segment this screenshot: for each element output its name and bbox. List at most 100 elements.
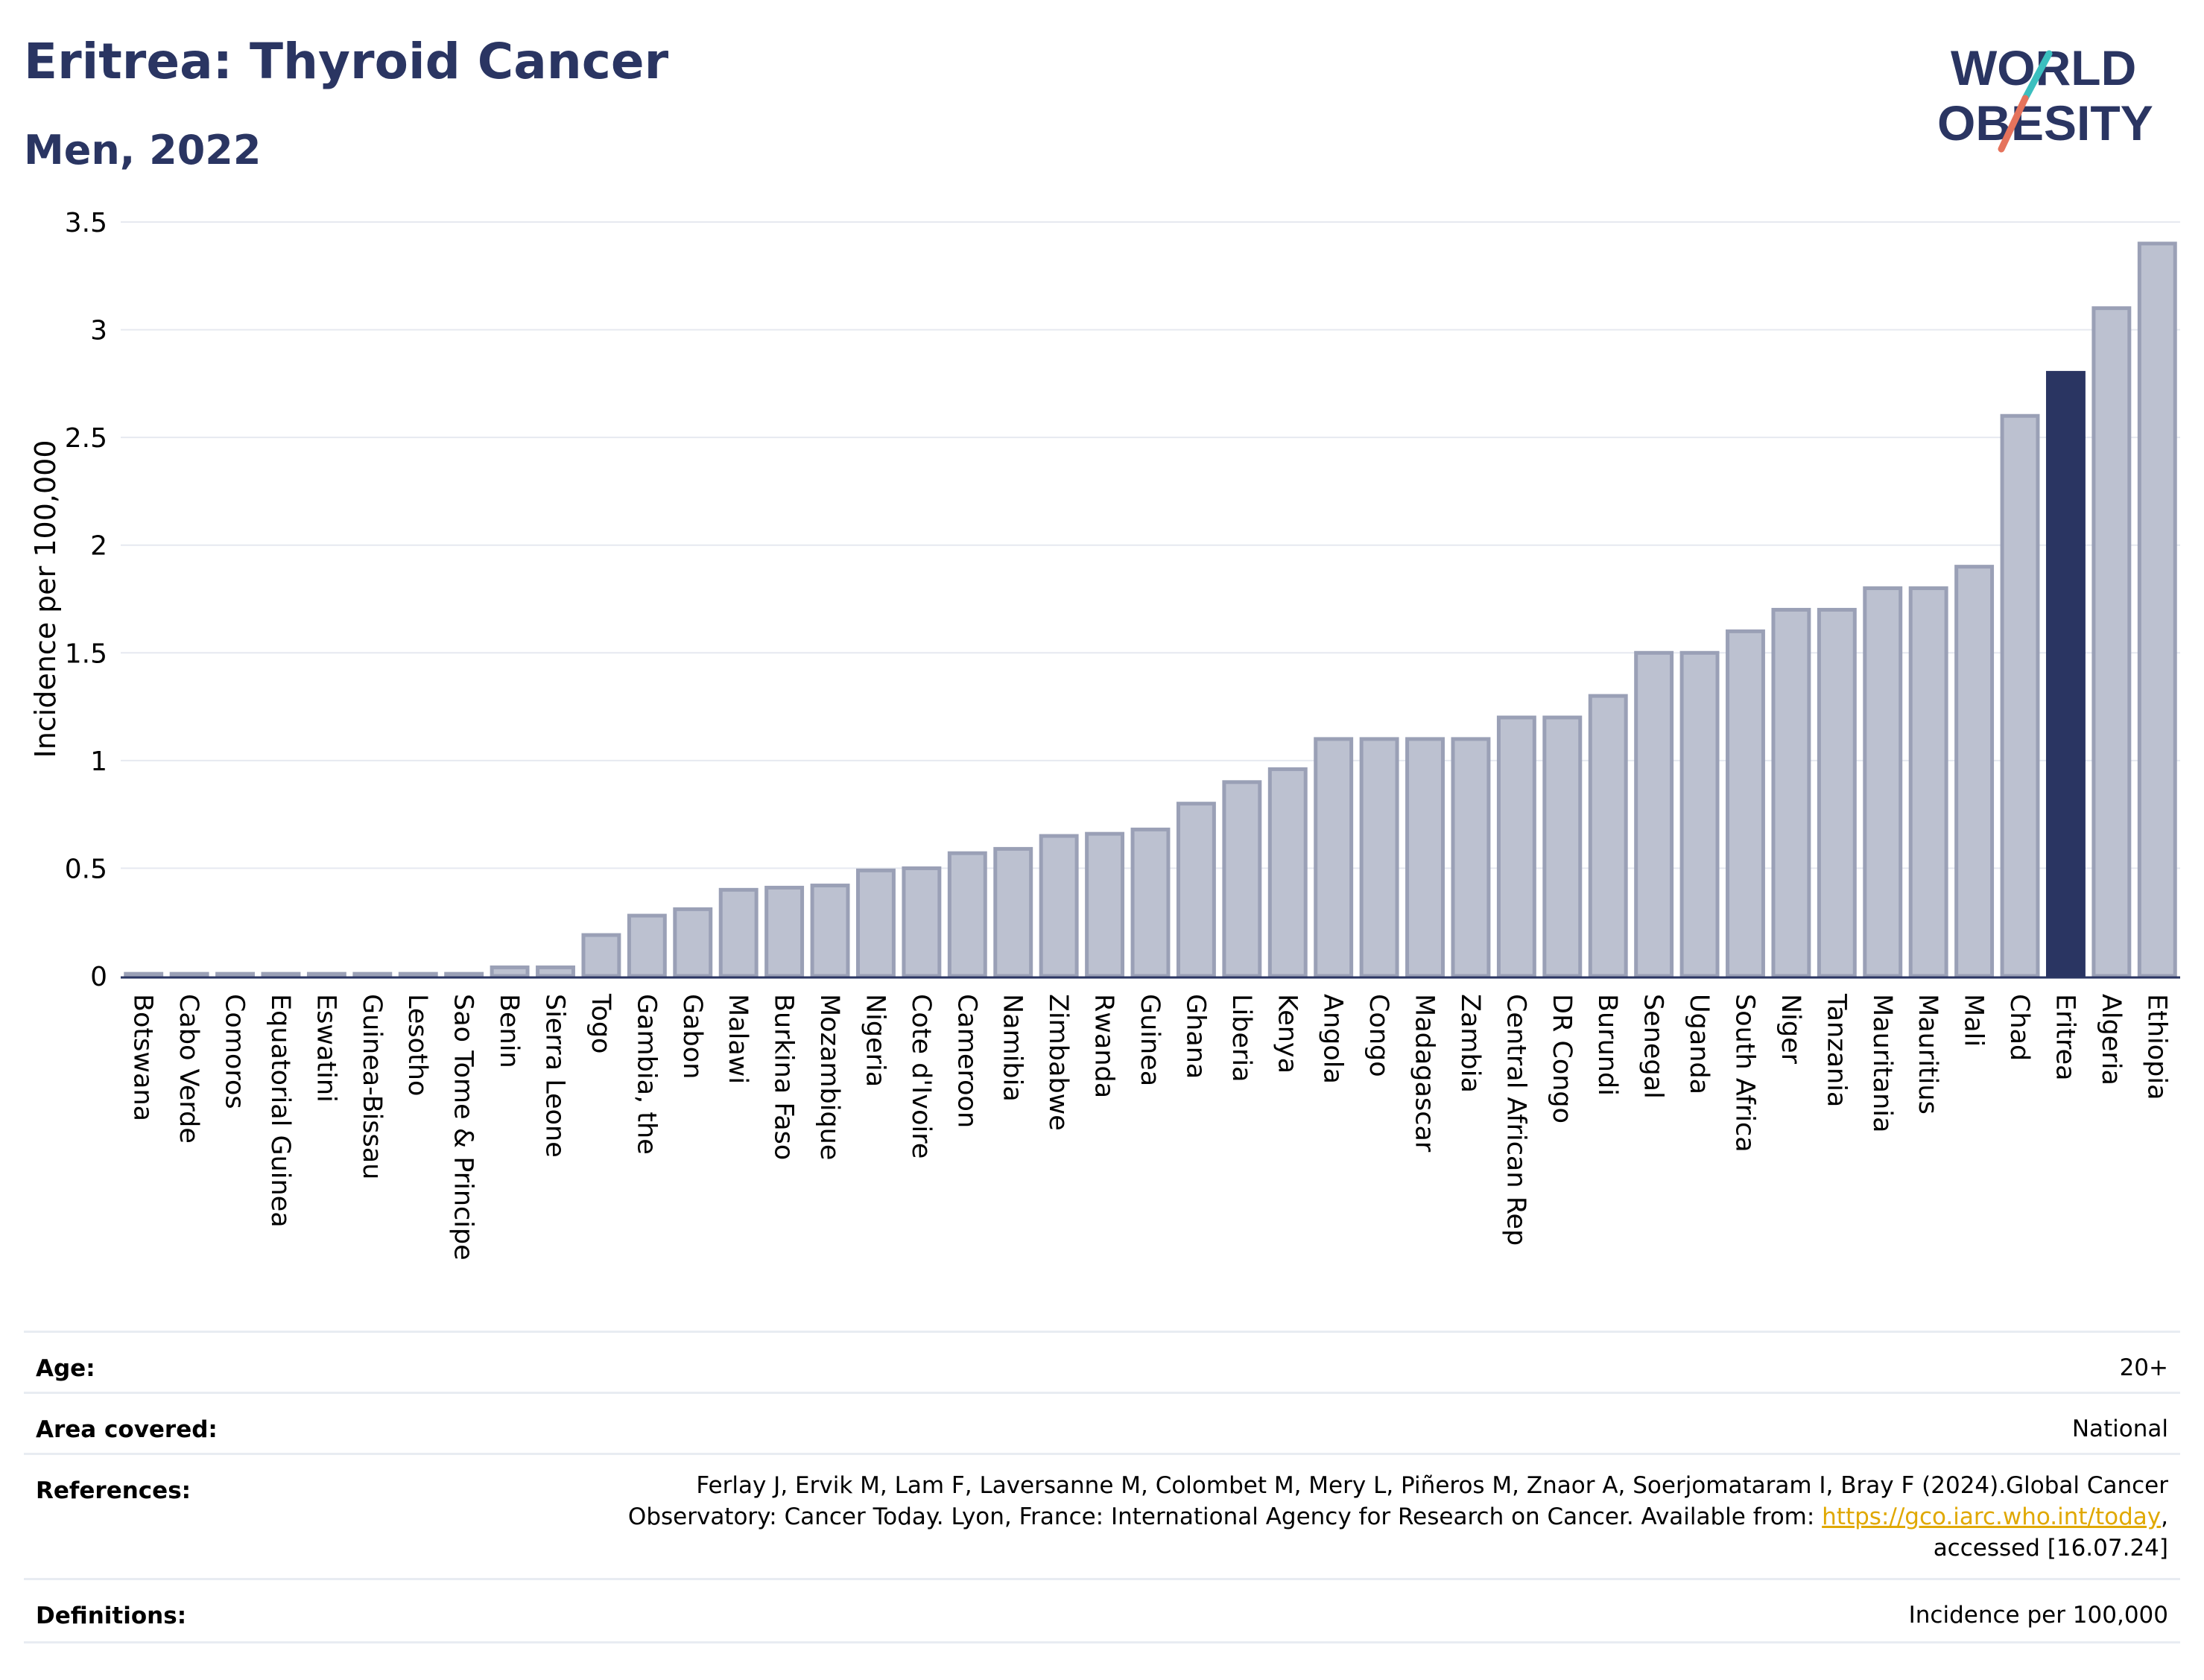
x-tick-label: Guinea-Bissau	[357, 994, 387, 1179]
bar-zimbabwe	[1039, 834, 1079, 978]
bar-kenya	[1267, 767, 1308, 978]
bar-lesotho	[398, 971, 438, 978]
definitions-label: Definitions:	[36, 1603, 187, 1629]
x-axis-labels: Botswana Cabo Verde Comoros Equatorial Guin…	[128, 993, 2172, 1261]
x-tick-label: South Africa	[1729, 994, 1759, 1153]
x-tick-label: Mauritius	[1913, 994, 1942, 1115]
bar-chad	[2000, 413, 2040, 978]
bar-uganda	[1679, 650, 1720, 978]
bar-cameroon	[947, 851, 987, 978]
y-tick-label: 3	[90, 316, 107, 346]
x-tick-label: Burundi	[1592, 994, 1622, 1096]
bar-eritrea	[2045, 370, 2086, 978]
bar-niger	[1771, 607, 1811, 978]
meta-row-age: Age: 20+	[24, 1331, 2180, 1394]
meta-row-area: Area covered: National	[24, 1392, 2180, 1455]
x-tick-label: Gambia, the	[631, 994, 661, 1155]
references-line2-text: Observatory: Cancer Today. Lyon, France:…	[627, 1503, 1823, 1530]
y-tick-label: 0.5	[65, 854, 107, 884]
bar-nigeria	[856, 868, 896, 978]
x-tick-label: DR Congo	[1547, 994, 1577, 1123]
x-tick-label: Nigeria	[860, 994, 890, 1087]
x-tick-label: Gabon	[677, 994, 707, 1079]
world-obesity-logo: WORLD OBESITY	[1937, 40, 2153, 153]
bar-sierra-leone	[536, 965, 575, 978]
logo-line2: OBESITY	[1937, 95, 2153, 150]
bar-burkina-faso	[764, 885, 805, 978]
bars	[124, 241, 2177, 978]
references-link[interactable]: https://gco.iarc.who.int/today	[1822, 1503, 2162, 1530]
references-line3: accessed [16.07.24]	[1933, 1535, 2168, 1562]
logo-slash-teal	[2021, 50, 2053, 102]
x-tick-label: Rwanda	[1089, 994, 1119, 1098]
x-tick-label: Ghana	[1180, 994, 1210, 1079]
y-axis-label: Incidence per 100,000	[29, 440, 62, 758]
y-tick-label: 3.5	[65, 208, 107, 238]
bar-madagascar	[1405, 737, 1445, 978]
x-tick-label: Central African Rep	[1501, 994, 1530, 1246]
x-tick-label: Chad	[2004, 994, 2034, 1061]
age-value: 20+	[2119, 1354, 2168, 1381]
page-subtitle: Men, 2022	[24, 127, 262, 174]
bar-liberia	[1222, 780, 1262, 978]
x-tick-label: Eritrea	[2050, 994, 2080, 1081]
bar-burundi	[1588, 694, 1628, 978]
bar-malawi	[718, 887, 759, 978]
bar-togo	[581, 933, 621, 978]
y-tick-label: 2	[90, 531, 107, 562]
references-line2-end: ,	[2161, 1503, 2168, 1530]
age-label: Age:	[36, 1355, 95, 1382]
bar-mali	[1954, 565, 1995, 978]
x-tick-label: Namibia	[998, 994, 1027, 1102]
bar-ghana	[1176, 802, 1216, 978]
x-tick-label: Zimbabwe	[1043, 994, 1073, 1131]
x-tick-label: Algeria	[2096, 994, 2126, 1085]
bar-ethiopia	[2137, 241, 2177, 978]
x-tick-label: Botswana	[128, 994, 158, 1121]
bar-chart: 0 0.5 1 1.5 2 2.5 3 3.5 Botswana Cabo Verde Comor…	[29, 208, 2180, 1261]
x-tick-label: Mozambique	[814, 994, 844, 1160]
references-line2: Observatory: Cancer Today. Lyon, France:…	[628, 1501, 2168, 1532]
definitions-value: Incidence per 100,000	[1908, 1602, 2168, 1629]
bar-cabo-verde	[169, 971, 209, 978]
meta-row-references: References: Ferlay J, Ervik M, Lam F, La…	[24, 1453, 2180, 1580]
bar-dr-congo	[1542, 715, 1583, 978]
bar-central-african-rep	[1496, 715, 1536, 978]
area-value: National	[2071, 1416, 2168, 1442]
x-tick-label: Lesotho	[402, 994, 432, 1096]
bar-comoros	[215, 971, 256, 978]
bar-eswatini	[306, 971, 346, 978]
references-value: Ferlay J, Ervik M, Lam F, Laversanne M, …	[628, 1470, 2168, 1564]
bar-namibia	[993, 846, 1033, 978]
bar-benin	[490, 965, 530, 978]
x-tick-label: Angola	[1318, 994, 1348, 1084]
area-label: Area covered:	[36, 1416, 218, 1443]
bar-guinea	[1130, 827, 1171, 978]
x-tick-label: Mali	[1959, 994, 1989, 1047]
bar-congo	[1359, 737, 1399, 978]
x-tick-label: Equatorial Guinea	[265, 994, 295, 1228]
bar-gambia-the	[627, 913, 667, 978]
bar-rwanda	[1085, 831, 1125, 978]
logo-slash-coral	[1998, 95, 2029, 153]
x-tick-label: Mauritania	[1867, 994, 1897, 1132]
x-tick-label: Ethiopia	[2141, 994, 2171, 1100]
y-tick-label: 1.5	[65, 638, 107, 669]
x-tick-label: Madagascar	[1410, 994, 1440, 1153]
bar-algeria	[2091, 306, 2132, 978]
x-tick-label: Cameroon	[951, 994, 981, 1128]
bar-equatorial-guinea	[261, 971, 301, 978]
bar-gabon	[673, 907, 713, 978]
bar-south-africa	[1726, 629, 1765, 978]
bar-mauritania	[1863, 586, 1903, 978]
x-tick-label: Togo	[586, 993, 615, 1053]
x-tick-label: Zambia	[1455, 994, 1485, 1093]
y-axis-ticks: 0 0.5 1 1.5 2 2.5 3 3.5	[65, 208, 107, 992]
bar-sao-tome-principe	[444, 971, 484, 978]
x-tick-label: Burkina Faso	[769, 994, 799, 1160]
bar-mozambique	[810, 884, 850, 978]
x-tick-label: Liberia	[1226, 994, 1256, 1083]
x-tick-label: Congo	[1364, 994, 1393, 1077]
bar-cote-d-ivoire	[902, 866, 942, 978]
meta-row-definitions: Definitions: Incidence per 100,000	[24, 1578, 2180, 1643]
